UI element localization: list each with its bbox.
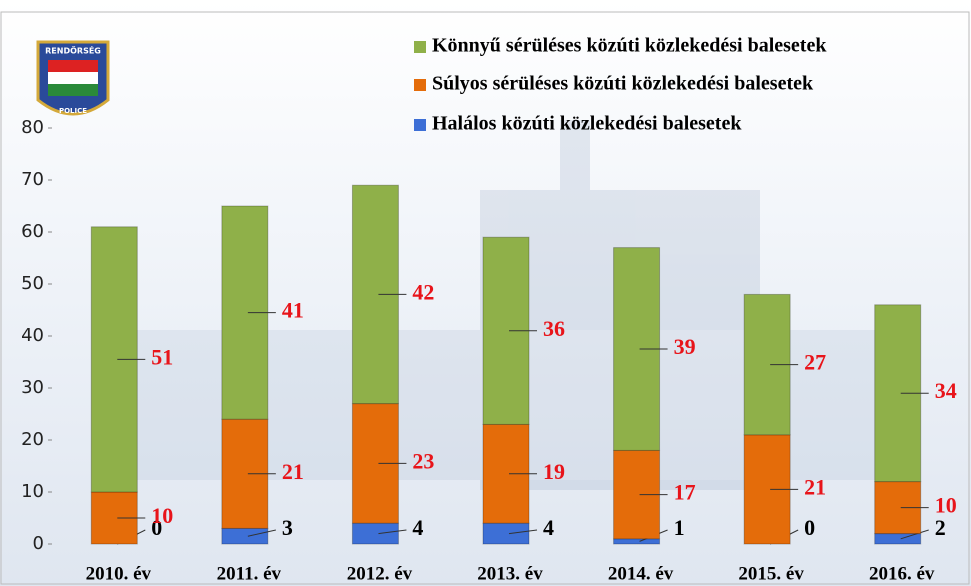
logo-text: RENDŐRSÉG [45,45,101,56]
data-label: 0 [804,515,815,540]
bar-segment [613,538,661,545]
y-tick-label: 70 [21,169,44,190]
leader-line [900,529,929,540]
legend-label: Súlyos sérüléses közúti közlekedési bale… [432,73,814,95]
legend-swatch [414,79,426,91]
y-tick-label: 10 [21,481,44,502]
bar-segment [351,522,399,545]
data-label: 21 [804,474,826,499]
data-label: 17 [674,480,696,505]
data-label: 21 [282,459,304,484]
data-label: 34 [935,378,957,403]
logo-text: POLICE [59,107,87,115]
data-label: 42 [412,279,434,304]
data-label: 2 [935,515,946,540]
data-label: 4 [412,515,423,540]
data-label: 3 [282,515,293,540]
x-tick-label: 2016. év [869,563,935,584]
data-label: 1 [674,515,685,540]
bar-segment [221,527,269,545]
y-tick-label: 60 [21,221,44,242]
legend-label: Könnyű sérüléses közúti közlekedési bale… [432,35,827,57]
leader-line [247,529,276,537]
x-tick-label: 2010. év [86,563,152,584]
legend-swatch [414,119,426,131]
data-label: 51 [151,344,173,369]
data-label: 10 [151,503,173,528]
data-label: 10 [935,493,957,518]
bar-segment [482,522,530,545]
data-label: 23 [412,448,434,473]
legend-label: Halálos közúti közlekedési balesetek [432,113,742,135]
y-tick-label: 20 [21,429,44,450]
x-tick-label: 2013. év [477,563,543,584]
data-label: 27 [804,350,826,375]
y-tick-label: 0 [33,533,44,554]
data-label: 0 [151,515,162,540]
leader-line [378,529,407,535]
data-label: 19 [543,459,565,484]
y-tick-label: 30 [21,377,44,398]
y-tick-label: 50 [21,273,44,294]
x-tick-label: 2015. év [738,563,804,584]
x-tick-label: 2014. év [608,563,674,584]
data-label: 41 [282,298,304,323]
frame [0,11,970,585]
data-label: 36 [543,316,565,341]
legend-swatch [414,41,426,53]
leader-line [508,529,538,535]
x-tick-label: 2011. év [217,563,282,584]
logo: RENDŐRSÉG POLICE [36,40,110,116]
y-tick-label: 80 [21,117,44,138]
data-label: 39 [674,334,696,359]
x-tick-label: 2012. év [347,563,413,584]
y-tick-label: 40 [21,325,44,346]
data-label: 4 [543,515,554,540]
